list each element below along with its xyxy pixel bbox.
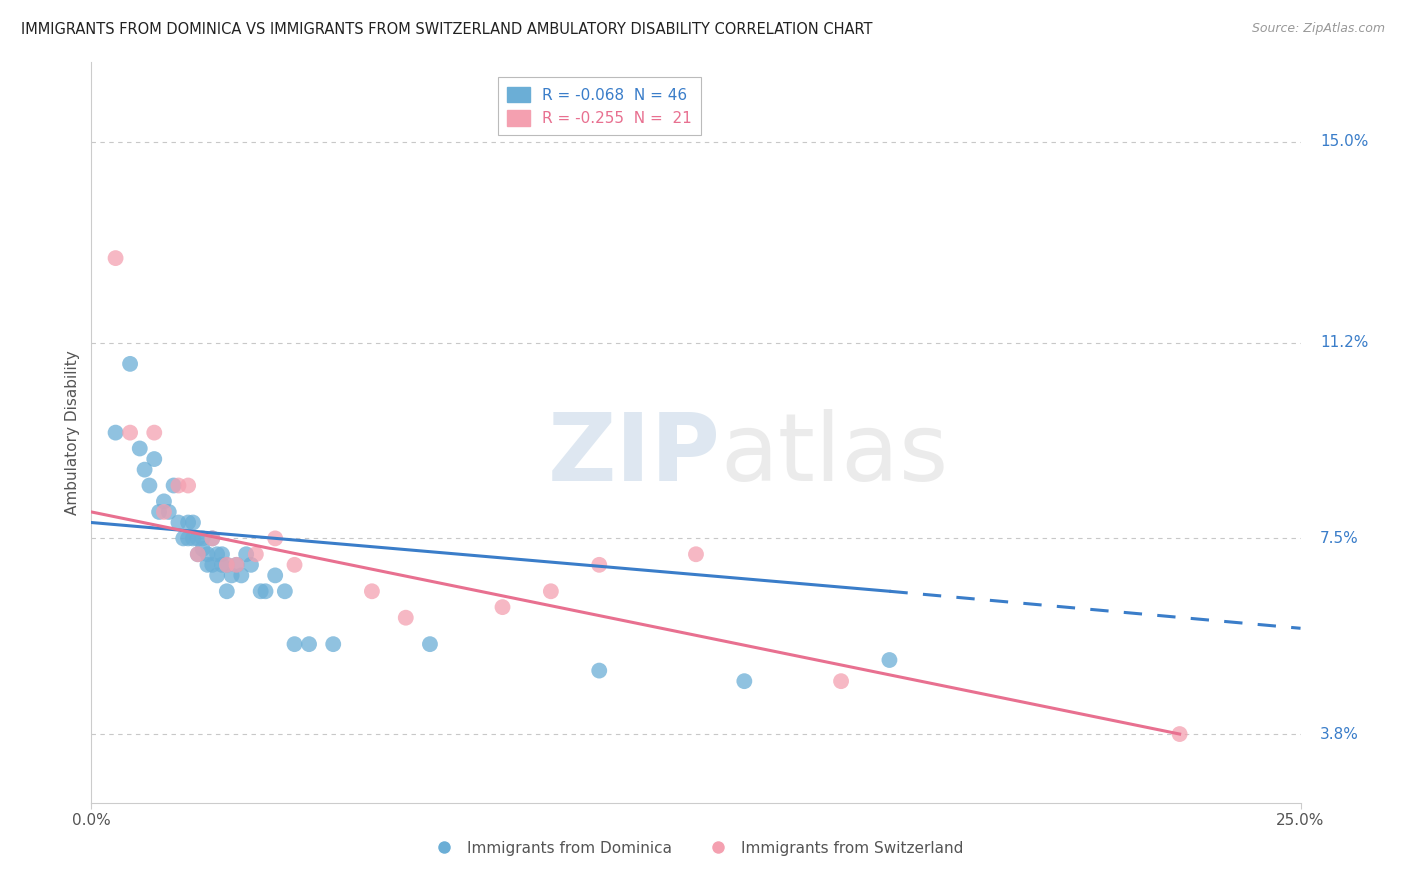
Point — [143, 425, 166, 440]
Point — [215, 558, 238, 572]
Point — [540, 584, 562, 599]
Legend: Immigrants from Dominica, Immigrants from Switzerland: Immigrants from Dominica, Immigrants fro… — [423, 835, 969, 862]
Point — [283, 558, 305, 572]
Point — [201, 532, 224, 546]
Text: Source: ZipAtlas.com: Source: ZipAtlas.com — [1251, 22, 1385, 36]
Point — [491, 600, 513, 615]
Point — [205, 547, 228, 561]
Point — [104, 425, 127, 440]
Point — [138, 478, 160, 492]
Point — [274, 584, 297, 599]
Point — [419, 637, 441, 651]
Point — [167, 478, 190, 492]
Point — [254, 584, 277, 599]
Point — [120, 357, 142, 371]
Point — [153, 494, 176, 508]
Point — [177, 516, 200, 530]
Point — [104, 251, 127, 265]
Point — [211, 558, 233, 572]
Point — [685, 547, 707, 561]
Point — [201, 558, 224, 572]
Point — [177, 478, 200, 492]
Point — [143, 452, 166, 467]
Point — [588, 664, 610, 678]
Point — [134, 462, 156, 476]
Point — [225, 558, 247, 572]
Point — [191, 532, 214, 546]
Text: 15.0%: 15.0% — [1320, 135, 1368, 149]
Point — [177, 532, 200, 546]
Point — [201, 532, 224, 546]
Point — [225, 558, 247, 572]
Point — [830, 674, 852, 689]
Point — [231, 568, 253, 582]
Point — [298, 637, 321, 651]
Point — [240, 558, 263, 572]
Point — [181, 516, 204, 530]
Point — [191, 541, 214, 556]
Point — [187, 547, 209, 561]
Point — [153, 505, 176, 519]
Point — [588, 558, 610, 572]
Point — [361, 584, 384, 599]
Point — [264, 568, 287, 582]
Point — [245, 547, 267, 561]
Point — [283, 637, 305, 651]
Point — [322, 637, 344, 651]
Text: 11.2%: 11.2% — [1320, 335, 1368, 351]
Point — [197, 547, 219, 561]
Text: 3.8%: 3.8% — [1320, 727, 1358, 741]
Point — [1168, 727, 1191, 741]
Point — [205, 568, 228, 582]
Point — [249, 584, 271, 599]
Y-axis label: Ambulatory Disability: Ambulatory Disability — [65, 351, 80, 515]
Point — [120, 425, 142, 440]
Point — [211, 547, 233, 561]
Point — [264, 532, 287, 546]
Text: 7.5%: 7.5% — [1320, 531, 1358, 546]
Point — [128, 442, 150, 456]
Point — [187, 547, 209, 561]
Point — [172, 532, 194, 546]
Point — [221, 568, 243, 582]
Text: atlas: atlas — [720, 409, 949, 500]
Point — [187, 532, 209, 546]
Point — [181, 532, 204, 546]
Point — [395, 610, 418, 624]
Point — [879, 653, 901, 667]
Point — [235, 547, 257, 561]
Point — [215, 558, 238, 572]
Point — [167, 516, 190, 530]
Point — [162, 478, 184, 492]
Point — [157, 505, 180, 519]
Text: ZIP: ZIP — [547, 409, 720, 500]
Point — [215, 584, 238, 599]
Text: IMMIGRANTS FROM DOMINICA VS IMMIGRANTS FROM SWITZERLAND AMBULATORY DISABILITY CO: IMMIGRANTS FROM DOMINICA VS IMMIGRANTS F… — [21, 22, 873, 37]
Point — [733, 674, 755, 689]
Point — [148, 505, 170, 519]
Point — [197, 558, 219, 572]
